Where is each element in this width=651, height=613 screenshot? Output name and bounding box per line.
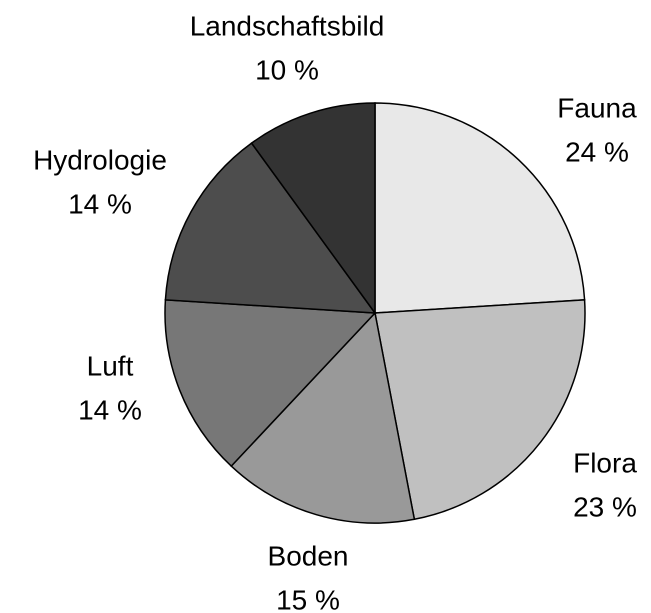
pie-slice bbox=[374, 102, 586, 314]
slice-value-label: 24 % bbox=[565, 136, 629, 167]
slice-label: Landschaftsbild bbox=[190, 10, 385, 41]
pie-slice bbox=[230, 311, 416, 524]
slice-value-label: 10 % bbox=[255, 54, 319, 85]
pie-slice bbox=[250, 102, 376, 316]
slice-label: Luft bbox=[87, 350, 134, 381]
pie-slice bbox=[164, 142, 377, 314]
slice-value-label: 14 % bbox=[68, 188, 132, 219]
pie-slice bbox=[164, 299, 377, 468]
slice-label: Hydrologie bbox=[33, 144, 167, 175]
slice-label: Boden bbox=[268, 540, 349, 571]
slice-value-label: 23 % bbox=[573, 491, 637, 522]
slice-value-label: 15 % bbox=[276, 584, 340, 613]
slice-label: Flora bbox=[573, 447, 637, 478]
slice-value-label: 14 % bbox=[78, 394, 142, 425]
pie-slice bbox=[374, 299, 586, 521]
slice-label: Fauna bbox=[557, 92, 637, 123]
